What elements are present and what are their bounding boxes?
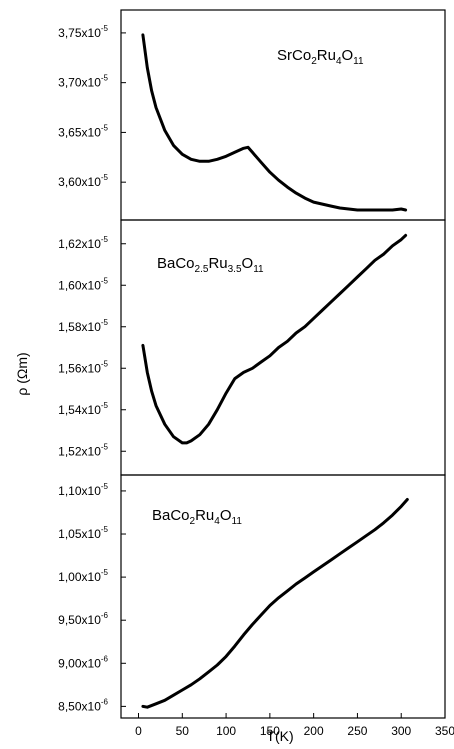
x-tick-label: 150 — [260, 724, 280, 738]
y-tick-mantissa: 1,54x10 — [58, 403, 101, 417]
y-tick-mantissa: 3,65x10 — [58, 125, 101, 139]
x-tick-label: 200 — [304, 724, 324, 738]
panels-layer: 3,60x10-53,65x10-53,70x10-53,75x10-5SrCo… — [58, 9, 446, 719]
panel-label: BaCo2.5Ru3.5O11 — [157, 255, 264, 275]
y-tick-mantissa: 1,56x10 — [58, 361, 101, 375]
y-tick-mantissa: 1,62x10 — [58, 237, 101, 251]
y-tick-exponent: -5 — [101, 318, 109, 327]
y-tick-label: 3,70x10-5 — [58, 74, 108, 90]
y-tick-mantissa: 1,60x10 — [58, 278, 101, 292]
y-tick-label: 3,65x10-5 — [58, 123, 108, 139]
label-text: BaCo — [152, 507, 190, 524]
label-text: SrCo — [277, 47, 311, 64]
y-tick-mantissa: 8,50x10 — [58, 699, 101, 713]
series-line — [141, 498, 409, 709]
label-subscript: 11 — [353, 56, 364, 67]
y-tick-mantissa: 1,10x10 — [58, 484, 101, 498]
label-subscript: 4 — [214, 516, 220, 527]
label-text: O — [242, 255, 254, 272]
y-tick-exponent: -5 — [101, 359, 109, 368]
y-tick-exponent: -5 — [101, 568, 109, 577]
y-tick-exponent: -6 — [101, 697, 109, 706]
y-tick-mantissa: 1,52x10 — [58, 444, 101, 458]
label-text: O — [220, 507, 232, 524]
y-tick-exponent: -5 — [101, 123, 109, 132]
label-subscript: 11 — [253, 264, 264, 275]
y-tick-label: 9,50x10-6 — [58, 611, 108, 627]
y-tick-exponent: -5 — [101, 276, 109, 285]
series-line — [141, 233, 408, 445]
y-tick-label: 1,00x10-5 — [58, 568, 108, 584]
panel-label: BaCo2Ru4O11 — [152, 507, 242, 527]
y-tick-mantissa: 3,70x10 — [58, 76, 101, 90]
y-tick-mantissa: 9,50x10 — [58, 613, 101, 627]
panel-1: 3,60x10-53,65x10-53,70x10-53,75x10-5SrCo… — [58, 9, 446, 221]
y-tick-exponent: -5 — [101, 24, 109, 33]
y-tick-exponent: -5 — [101, 525, 109, 534]
y-tick-label: 1,58x10-5 — [58, 318, 108, 334]
y-axis-label: ρ (Ωm) — [14, 352, 30, 395]
y-tick-exponent: -6 — [101, 611, 109, 620]
panel-2: 1,52x10-51,54x10-51,56x10-51,58x10-51,60… — [58, 219, 446, 476]
y-tick-mantissa: 3,75x10 — [58, 26, 101, 40]
y-tick-mantissa: 1,58x10 — [58, 320, 101, 334]
x-axis: 0 50 100 150 200 250 300 350 — [135, 713, 454, 738]
y-tick-exponent: -6 — [101, 654, 109, 663]
label-text: Ru — [195, 507, 214, 524]
label-subscript: 11 — [232, 516, 243, 527]
y-tick-label: 1,60x10-5 — [58, 276, 108, 292]
y-tick-label: 1,54x10-5 — [58, 401, 108, 417]
x-tick-label: 50 — [176, 724, 190, 738]
label-subscript: 2 — [190, 516, 196, 527]
label-subscript: 2 — [311, 56, 317, 67]
y-tick-label: 9,00x10-6 — [58, 654, 108, 670]
label-text: BaCo — [157, 255, 195, 272]
y-tick-label: 1,52x10-5 — [58, 442, 108, 458]
y-tick-exponent: -5 — [101, 173, 109, 182]
y-tick-mantissa: 3,60x10 — [58, 175, 101, 189]
y-tick-exponent: -5 — [101, 235, 109, 244]
x-tick-label: 350 — [435, 724, 454, 738]
panel-3: 8,50x10-69,00x10-69,50x10-61,00x10-51,05… — [58, 474, 446, 719]
y-tick-mantissa: 1,00x10 — [58, 570, 101, 584]
series-line — [141, 33, 408, 212]
y-tick-mantissa: 9,00x10 — [58, 656, 101, 670]
label-text: O — [342, 47, 354, 64]
y-tick-label: 3,60x10-5 — [58, 173, 108, 189]
label-subscript: 2.5 — [195, 264, 209, 275]
y-tick-label: 1,05x10-5 — [58, 525, 108, 541]
y-tick-mantissa: 1,05x10 — [58, 527, 101, 541]
label-text: Ru — [208, 255, 227, 272]
y-tick-exponent: -5 — [101, 401, 109, 410]
label-subscript: 3.5 — [228, 264, 242, 275]
y-tick-exponent: -5 — [101, 74, 109, 83]
panel-frame — [120, 9, 446, 221]
y-tick-label: 8,50x10-6 — [58, 697, 108, 713]
panel-label: SrCo2Ru4O11 — [277, 47, 364, 67]
y-tick-label: 1,10x10-5 — [58, 482, 108, 498]
y-tick-exponent: -5 — [101, 482, 109, 491]
x-tick-label: 250 — [347, 724, 367, 738]
label-subscript: 4 — [336, 56, 342, 67]
y-tick-label: 1,62x10-5 — [58, 235, 108, 251]
y-tick-label: 3,75x10-5 — [58, 24, 108, 40]
y-tick-label: 1,56x10-5 — [58, 359, 108, 375]
x-tick-label: 300 — [391, 724, 411, 738]
x-tick-label: 0 — [135, 724, 142, 738]
x-axis-label: T(K) — [266, 728, 293, 744]
label-text: Ru — [317, 47, 336, 64]
x-tick-label: 100 — [216, 724, 236, 738]
y-tick-exponent: -5 — [101, 442, 109, 451]
panel-frame — [120, 474, 446, 719]
